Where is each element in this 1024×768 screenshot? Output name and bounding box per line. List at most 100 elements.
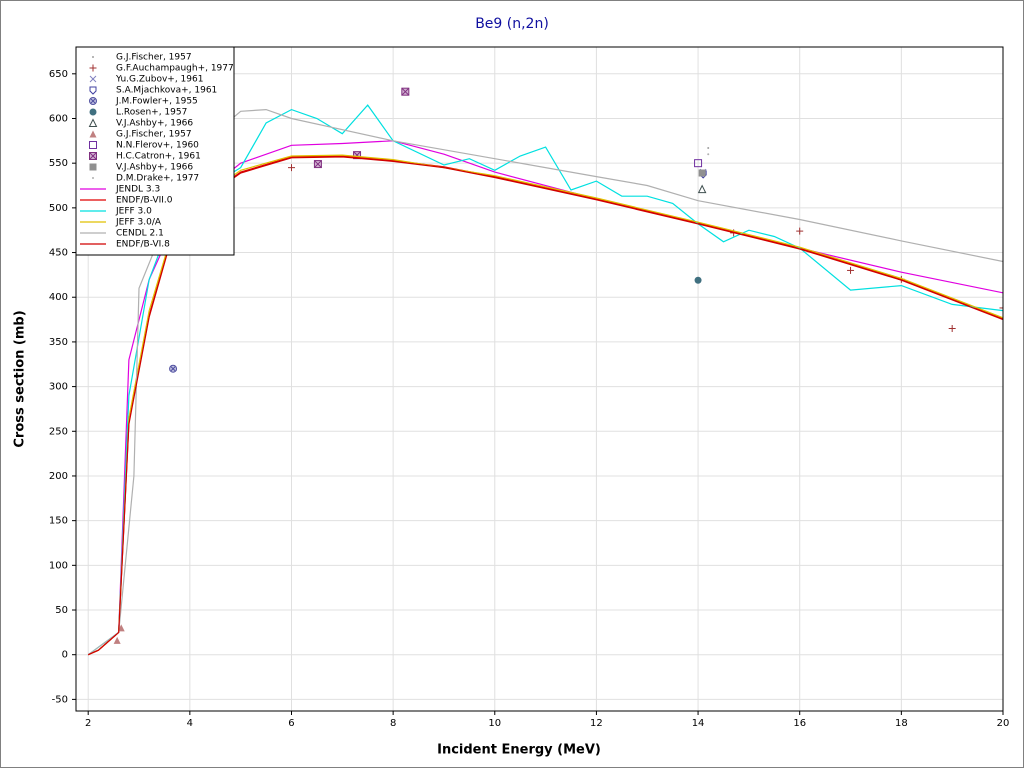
marker-part <box>694 276 702 284</box>
y-tick-label: 450 <box>49 248 68 259</box>
marker-circle-filled <box>694 276 702 284</box>
marker-dot <box>92 177 94 179</box>
legend-label: L.Rosen+, 1957 <box>116 108 187 118</box>
marker-part <box>314 160 322 168</box>
series-line <box>87 108 1003 656</box>
legend-label: J.M.Fowler+, 1955 <box>115 97 198 107</box>
marker-plus <box>796 227 804 235</box>
x-tick-label: 12 <box>590 718 603 729</box>
series-line <box>87 156 1003 656</box>
legend-label: ENDF/B-VI.8 <box>116 240 170 250</box>
legend-label: Yu.G.Zubov+, 1961 <box>115 75 203 85</box>
x-tick-label: 20 <box>997 718 1010 729</box>
legend-label: ENDF/B-VII.0 <box>116 196 173 206</box>
marker-plus <box>89 64 97 72</box>
y-axis-label: Cross section (mb) <box>13 310 28 447</box>
y-tick-label: 500 <box>49 203 68 214</box>
x-tick-label: 18 <box>895 718 908 729</box>
marker-square-x <box>89 152 97 160</box>
marker-triangle <box>697 184 707 194</box>
legend-label: V.J.Ashby+, 1966 <box>116 119 193 129</box>
marker-part <box>92 177 94 179</box>
marker-part <box>89 152 97 160</box>
marker-part <box>707 146 710 149</box>
marker-triangle <box>88 118 98 127</box>
marker-part <box>707 153 710 156</box>
marker-part <box>89 130 97 138</box>
marker-part <box>698 169 706 177</box>
marker-square-x <box>313 160 322 169</box>
legend-label: JEFF 3.0/A <box>115 218 162 228</box>
marker-square-filled <box>698 169 706 177</box>
marker-part <box>89 141 97 149</box>
marker-part <box>89 75 97 83</box>
legend-label: CENDL 2.1 <box>116 229 164 239</box>
marker-triangle-filled <box>113 636 121 644</box>
marker-dot <box>92 56 94 58</box>
x-axis-label: Incident Energy (MeV) <box>437 743 601 758</box>
x-tick-label: 10 <box>488 718 501 729</box>
y-tick-label: 650 <box>49 69 68 80</box>
marker-x <box>89 75 97 83</box>
marker-dot <box>707 153 710 156</box>
x-tick-label: 4 <box>187 718 193 729</box>
x-tick-label: 2 <box>85 718 91 729</box>
legend-label: JEFF 3.0 <box>115 207 152 217</box>
legend-box <box>75 46 235 256</box>
marker-part <box>89 86 97 95</box>
plot-border <box>75 46 1004 712</box>
legend-label: G.J.Fischer, 1957 <box>116 53 192 63</box>
marker-circle-x <box>169 364 178 373</box>
y-tick-label: 0 <box>62 650 68 661</box>
legend-label: G.J.Fischer, 1957 <box>116 130 192 140</box>
marker-dot <box>707 146 710 149</box>
marker-square-x <box>401 87 410 96</box>
marker-part <box>113 636 121 644</box>
y-tick-label: 250 <box>49 426 68 437</box>
marker-plus <box>948 325 956 333</box>
marker-square <box>694 159 703 168</box>
legend-label: H.C.Catron+, 1961 <box>116 152 201 162</box>
legend-label: V.J.Ashby+, 1966 <box>116 163 193 173</box>
legend-label: S.A.Mjachkova+, 1961 <box>116 86 217 96</box>
y-tick-label: 100 <box>49 560 68 571</box>
marker-shield <box>89 86 97 95</box>
marker-part <box>89 163 97 171</box>
marker-plus <box>287 164 295 172</box>
marker-circle-filled <box>89 108 97 116</box>
chart-title: Be9 (n,2n) <box>475 16 549 32</box>
marker-square-filled <box>89 163 97 171</box>
x-tick-label: 6 <box>288 718 294 729</box>
y-tick-label: 200 <box>49 471 68 482</box>
legend-label: G.F.Auchampaugh+, 1977 <box>116 64 234 74</box>
y-tick-label: 50 <box>55 605 68 616</box>
legend-label: JENDL 3.3 <box>115 185 160 195</box>
marker-triangle-filled <box>89 130 97 138</box>
y-tick-label: 550 <box>49 158 68 169</box>
y-tick-label: 600 <box>49 113 68 124</box>
marker-plus <box>999 304 1003 312</box>
y-tick-label: 150 <box>49 516 68 527</box>
marker-part <box>697 184 707 194</box>
legend-label: N.N.Flerov+, 1960 <box>116 141 199 151</box>
x-tick-label: 16 <box>793 718 806 729</box>
marker-square <box>89 141 97 149</box>
marker-circle-x <box>89 97 97 105</box>
marker-part <box>88 118 98 127</box>
y-tick-label: -50 <box>52 694 68 705</box>
x-tick-label: 8 <box>390 718 396 729</box>
marker-part <box>90 98 96 104</box>
y-tick-label: 400 <box>49 292 68 303</box>
x-tick-label: 14 <box>692 718 705 729</box>
marker-part <box>89 108 97 116</box>
y-tick-label: 300 <box>49 382 68 393</box>
marker-part <box>92 56 94 58</box>
legend-label: D.M.Drake+, 1977 <box>116 174 199 184</box>
marker-part <box>694 159 703 168</box>
marker-part <box>401 87 410 96</box>
marker-plus <box>847 266 855 274</box>
marker-part <box>170 366 176 372</box>
y-tick-label: 350 <box>49 337 68 348</box>
